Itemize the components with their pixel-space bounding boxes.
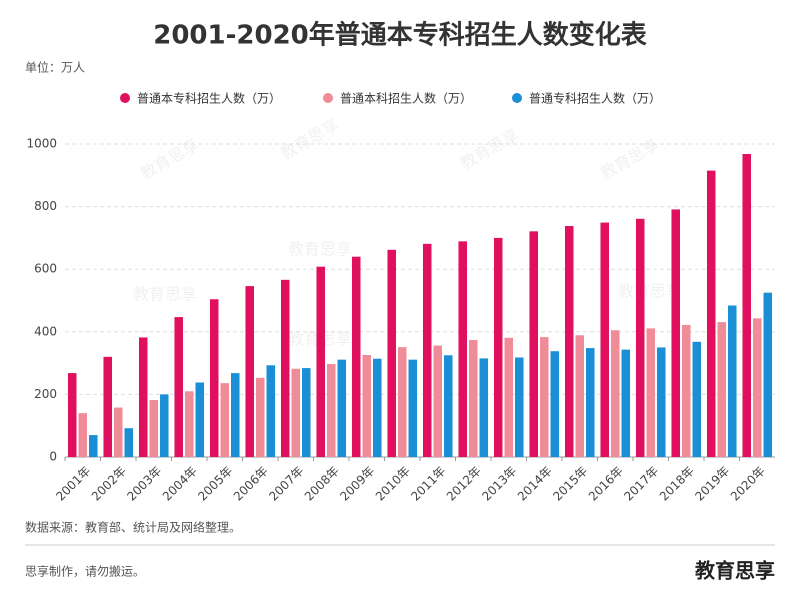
source-note: 数据来源：教育部、统计局及网络整理。 — [25, 520, 241, 535]
bar — [763, 292, 773, 457]
bar — [752, 318, 762, 457]
bar — [657, 347, 666, 457]
bar — [362, 354, 372, 457]
y-tick-label: 1000 — [26, 137, 57, 151]
bar — [184, 391, 194, 457]
watermark: 教育思享 — [133, 285, 197, 304]
bar — [479, 358, 489, 457]
bar — [515, 357, 524, 457]
bar — [89, 435, 98, 457]
y-tick-label: 200 — [34, 387, 57, 401]
chart-title: 2001-2020年普通本专科招生人数变化表 — [153, 20, 648, 51]
bar — [387, 249, 396, 457]
bar — [124, 428, 134, 457]
bar — [160, 394, 169, 457]
bar — [67, 373, 77, 457]
bar — [326, 364, 336, 457]
y-tick-label: 600 — [34, 262, 57, 276]
bar — [646, 328, 656, 457]
bar — [681, 324, 691, 457]
bar — [78, 413, 88, 457]
bar — [255, 377, 265, 457]
bar — [468, 339, 478, 457]
bar — [550, 351, 560, 457]
bar — [504, 337, 514, 457]
bar — [728, 305, 737, 457]
bar — [174, 317, 183, 457]
footer-note: 思享制作，请勿搬运。 — [25, 564, 145, 579]
bar — [231, 373, 240, 457]
bar — [220, 383, 230, 457]
bar — [575, 335, 585, 457]
bar — [621, 349, 631, 457]
bar — [266, 365, 276, 457]
bar — [610, 330, 620, 457]
bar — [433, 345, 443, 457]
bar — [291, 368, 301, 457]
bar — [529, 231, 538, 457]
bar — [337, 359, 347, 457]
bar — [422, 243, 432, 457]
y-tick-label: 400 — [34, 324, 57, 338]
bar — [408, 359, 418, 457]
bar — [706, 170, 716, 458]
bar — [373, 358, 382, 457]
bar — [209, 299, 219, 457]
bar — [692, 341, 702, 457]
bar — [245, 286, 254, 457]
bar — [280, 279, 290, 457]
watermark: 教育思享 — [288, 240, 352, 259]
bar — [717, 322, 727, 457]
legend-label: 普通本专科招生人数（万） — [137, 91, 281, 106]
bar — [586, 348, 595, 457]
bar — [103, 356, 112, 457]
y-tick-label: 800 — [34, 199, 57, 213]
bar — [458, 241, 467, 457]
watermark: 教育思享 — [618, 282, 682, 301]
y-tick-label: 0 — [49, 450, 57, 464]
legend-label: 普通专科招生人数（万） — [529, 91, 661, 106]
bar — [671, 209, 680, 457]
unit-label: 单位：万人 — [25, 60, 85, 75]
bar — [397, 347, 407, 457]
bar — [351, 256, 361, 457]
legend-swatch — [512, 93, 522, 103]
bar — [564, 226, 574, 457]
legend-label: 普通本科招生人数（万） — [340, 91, 472, 106]
logo: 教育思享 — [695, 559, 775, 583]
bar — [539, 337, 549, 457]
bar — [444, 355, 453, 457]
legend-swatch — [323, 93, 333, 103]
bar — [742, 154, 751, 458]
bar — [600, 222, 609, 457]
bar — [316, 266, 325, 457]
bar — [635, 218, 645, 457]
bar — [113, 407, 123, 457]
legend-swatch — [120, 93, 130, 103]
bar — [149, 400, 159, 457]
bar — [302, 368, 311, 457]
bar — [195, 382, 205, 457]
bar — [493, 237, 503, 457]
bar — [138, 337, 148, 457]
